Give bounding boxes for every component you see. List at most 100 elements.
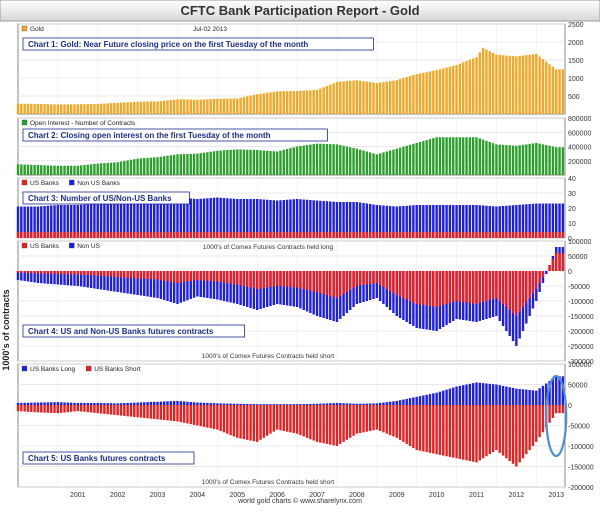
data-bar	[302, 145, 305, 175]
x-tick-label: 2009	[389, 492, 405, 499]
data-bar	[63, 104, 66, 114]
nonus-bar	[166, 198, 169, 238]
us-short-bar	[508, 405, 511, 462]
data-bar	[219, 98, 222, 114]
data-bar	[166, 155, 169, 175]
nonus-bar	[166, 271, 169, 301]
data-bar	[279, 91, 282, 114]
y-tick-label: 1000	[568, 76, 584, 83]
us-long-bar	[106, 403, 109, 405]
us-long-bar	[468, 383, 472, 405]
nonus-bar	[362, 203, 365, 238]
us-long-bar	[116, 403, 119, 405]
nonus-bar	[196, 271, 199, 297]
nonus-bar	[59, 205, 63, 238]
nonus-bar	[265, 271, 269, 307]
data-bar	[491, 143, 495, 175]
nonus-bar	[501, 206, 505, 238]
us-short-bar	[192, 405, 196, 425]
data-bar	[289, 148, 292, 175]
data-bar	[99, 163, 103, 175]
nonus-bar	[159, 198, 163, 238]
us-bar	[445, 271, 448, 304]
us-short-bar	[26, 405, 30, 412]
us-long-bar	[166, 401, 169, 405]
us-long-bar	[246, 403, 249, 405]
us-bar	[468, 271, 472, 303]
us-short-bar	[408, 405, 412, 446]
us-bar	[525, 271, 528, 303]
us-long-bar	[143, 402, 146, 405]
nonus-bar	[206, 198, 209, 238]
data-bar	[133, 159, 136, 175]
us-long-bar	[222, 403, 226, 405]
us-bar	[176, 271, 179, 283]
us-short-bar	[212, 405, 216, 429]
us-long-bar	[26, 402, 30, 405]
us-bar	[76, 232, 79, 238]
us-long-bar	[156, 401, 159, 405]
us-short-bar	[378, 405, 382, 431]
data-bar	[265, 92, 269, 114]
data-bar	[422, 141, 425, 175]
us-long-bar	[501, 385, 505, 405]
data-bar	[385, 81, 388, 114]
data-bar	[226, 98, 229, 114]
us-long-bar	[478, 382, 482, 405]
data-bar	[438, 69, 442, 114]
data-bar	[89, 104, 93, 114]
nonus-bar	[89, 271, 93, 288]
us-short-bar	[123, 405, 126, 416]
chart-panel-5: 100000 50000 0 -50000 -100000 -150000 -200000 U…	[16, 362, 594, 492]
us-long-bar	[445, 389, 448, 405]
data-bar	[478, 138, 482, 175]
x-tick-label: 2004	[190, 492, 206, 499]
nonus-bar	[56, 205, 60, 238]
data-bar	[375, 154, 379, 175]
data-bar	[561, 69, 565, 114]
nonus-bar	[275, 200, 279, 238]
nonus-bar	[169, 271, 173, 302]
us-bar	[246, 271, 249, 287]
us-short-bar	[505, 405, 508, 459]
us-long-bar	[435, 392, 438, 405]
us-bar	[555, 232, 558, 238]
nonus-bar	[305, 199, 309, 238]
us-long-bar	[365, 403, 369, 405]
data-bar	[528, 143, 531, 175]
us-bar	[169, 232, 173, 238]
us-bar	[558, 232, 561, 238]
us-short-bar	[312, 405, 315, 441]
data-bar	[30, 103, 33, 114]
us-bar	[282, 271, 285, 287]
us-short-bar	[438, 405, 442, 455]
nonus-bar	[528, 204, 531, 238]
us-bar	[272, 271, 276, 287]
us-short-bar	[252, 405, 256, 442]
data-bar	[229, 149, 232, 175]
data-bar	[329, 144, 332, 175]
data-bar	[501, 144, 505, 175]
us-bar	[103, 271, 106, 276]
us-short-bar	[402, 405, 405, 442]
us-short-bar	[113, 405, 116, 415]
data-bar	[395, 80, 398, 114]
chart-title-box	[22, 37, 374, 51]
data-bar	[435, 70, 438, 114]
us-short-bar	[166, 405, 169, 421]
nonus-bar	[36, 271, 40, 283]
data-bar	[133, 101, 136, 114]
data-bar	[518, 55, 521, 114]
data-bar	[342, 81, 345, 114]
nonus-bar	[229, 271, 232, 303]
us-bar	[402, 232, 405, 238]
us-bar	[388, 271, 392, 291]
us-short-bar	[332, 405, 335, 446]
us-short-bar	[126, 405, 129, 417]
us-bar	[20, 271, 23, 273]
us-bar	[292, 232, 295, 238]
data-bar	[325, 85, 329, 114]
chart-panel-1: 500 1000 1500 2000 2500 Gold Jul-02 2013 Chart …	[16, 22, 584, 115]
us-long-bar	[59, 402, 63, 405]
us-bar	[219, 271, 222, 282]
